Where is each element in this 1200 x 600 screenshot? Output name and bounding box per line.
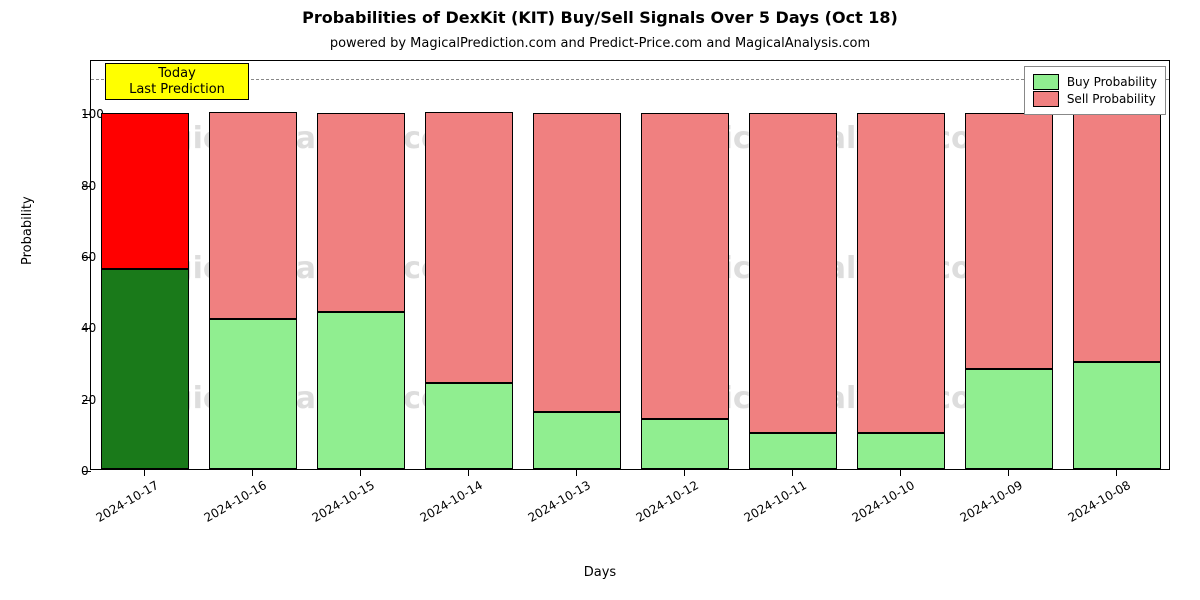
legend-label: Sell Probability [1067,92,1156,106]
x-tick [792,470,793,476]
x-tick [144,470,145,476]
x-axis-label: Days [0,565,1200,580]
bar-sell [965,113,1054,370]
x-tick-label: 2024-10-12 [625,478,701,530]
bar-sell [1073,112,1162,362]
reference-line [91,79,1169,80]
x-tick-label: 2024-10-16 [193,478,269,530]
y-tick-label: 60 [81,250,91,264]
x-tick [900,470,901,476]
chart-container: Probabilities of DexKit (KIT) Buy/Sell S… [0,0,1200,600]
x-tick-label: 2024-10-11 [733,478,809,530]
bar-buy [1073,362,1162,469]
bar-sell [641,113,730,420]
bar-sell [101,113,190,270]
y-tick-label: 80 [81,179,91,193]
legend-swatch [1033,74,1059,90]
x-tick [684,470,685,476]
bar-buy [533,412,622,469]
x-tick-label: 2024-10-08 [1057,478,1133,530]
today-callout: TodayLast Prediction [105,63,249,100]
legend: Buy Probability Sell Probability [1024,66,1166,115]
y-tick-label: 20 [81,393,91,407]
chart-title: Probabilities of DexKit (KIT) Buy/Sell S… [0,8,1200,27]
y-tick-label: 0 [81,464,91,478]
legend-label: Buy Probability [1067,75,1157,89]
x-tick-label: 2024-10-13 [517,478,593,530]
plot-area: MagicalAnalysis.comMagicalAnalysis.comMa… [90,60,1170,470]
bar-buy [425,383,514,469]
bar-buy [317,312,406,469]
x-tick [468,470,469,476]
y-tick-label: 40 [81,321,91,335]
legend-swatch [1033,91,1059,107]
x-tick [252,470,253,476]
x-tick-label: 2024-10-09 [949,478,1025,530]
x-tick-label: 2024-10-17 [85,478,161,530]
legend-item: Sell Probability [1033,91,1157,107]
bar-sell [425,112,514,383]
x-tick [1008,470,1009,476]
bar-sell [857,113,946,434]
chart-subtitle: powered by MagicalPrediction.com and Pre… [0,36,1200,51]
bar-buy [965,369,1054,469]
x-tick [576,470,577,476]
y-axis-label: Probability [20,196,35,265]
bar-sell [317,113,406,313]
bar-sell [209,112,298,319]
bar-buy [101,269,190,469]
x-tick-label: 2024-10-15 [301,478,377,530]
bar-sell [533,113,622,412]
x-tick [360,470,361,476]
callout-line1: Today [112,66,242,82]
bar-buy [209,319,298,469]
bar-buy [857,433,946,469]
y-tick-label: 100 [81,107,91,121]
x-tick [1116,470,1117,476]
bar-sell [749,113,838,434]
bar-buy [641,419,730,469]
x-tick-label: 2024-10-10 [841,478,917,530]
x-tick-label: 2024-10-14 [409,478,485,530]
callout-line2: Last Prediction [112,82,242,98]
bar-buy [749,433,838,469]
legend-item: Buy Probability [1033,74,1157,90]
